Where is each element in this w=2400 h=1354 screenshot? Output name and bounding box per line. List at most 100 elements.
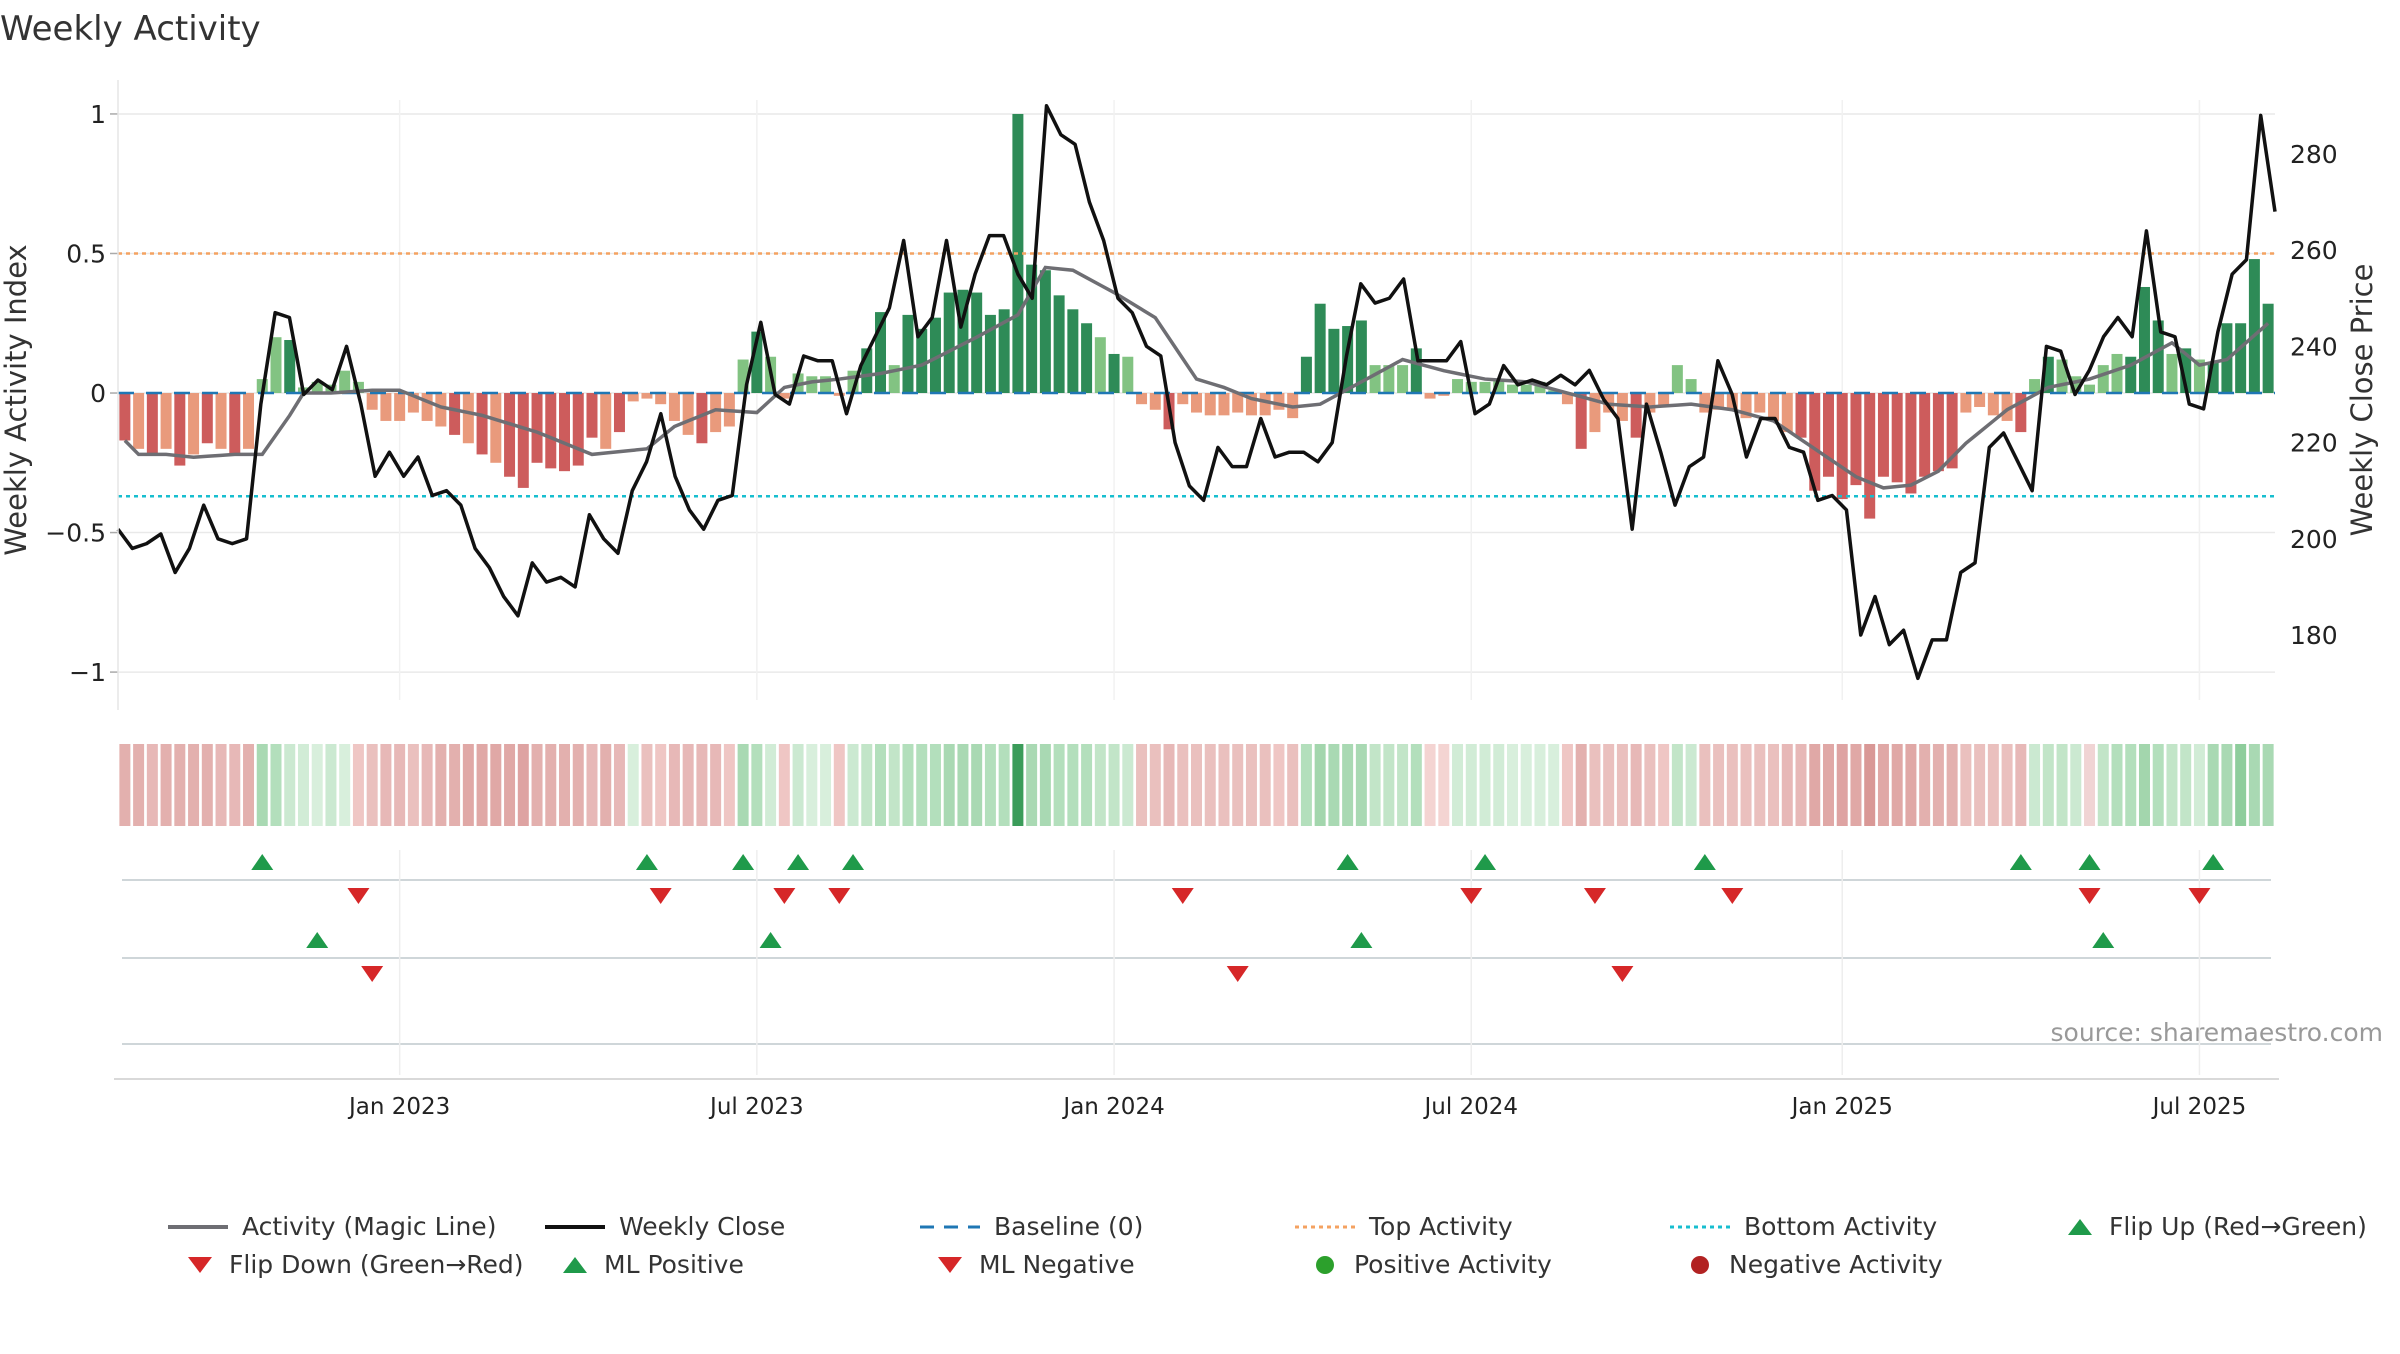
- heat-cell: [2015, 744, 2027, 826]
- heat-cell: [655, 744, 667, 826]
- activity-bar: [710, 393, 722, 433]
- flip-up-marker: [635, 854, 658, 870]
- heat-cell: [1465, 744, 1477, 826]
- activity-bar: [1864, 393, 1876, 519]
- triangle-up-green-icon: [563, 1256, 587, 1273]
- activity-bar: [1561, 393, 1573, 405]
- activity-bar: [2235, 323, 2247, 394]
- activity-bar: [1932, 393, 1944, 472]
- activity-bar: [1919, 393, 1931, 477]
- activity-bar: [1314, 303, 1326, 394]
- x-tick-label: Jan 2024: [1061, 1094, 1164, 1120]
- legend-label: Top Activity: [1369, 1212, 1513, 1241]
- heat-cell: [710, 744, 722, 826]
- y2-tick-label: 220: [2290, 429, 2338, 458]
- heat-cell: [490, 744, 502, 826]
- chart-title: Weekly Activity: [0, 9, 261, 49]
- activity-bar: [586, 393, 598, 438]
- activity-bar: [133, 393, 145, 449]
- line-solid-black-icon: [545, 1224, 605, 1229]
- legend-label: Baseline (0): [994, 1212, 1144, 1241]
- heat-cell: [476, 744, 488, 826]
- activity-bar: [394, 393, 406, 421]
- heat-cell: [545, 744, 557, 826]
- legend-label: Flip Down (Green→Red): [229, 1250, 524, 1279]
- activity-bar: [1122, 356, 1134, 394]
- activity-bar: [971, 292, 983, 394]
- activity-bar: [943, 292, 955, 394]
- heat-cell: [1342, 744, 1354, 826]
- heat-cell: [1960, 744, 1972, 826]
- activity-bar: [627, 393, 639, 402]
- flip-up-marker: [787, 854, 810, 870]
- activity-bar: [2166, 353, 2178, 394]
- y2-tick-label: 260: [2290, 236, 2338, 265]
- activity-bar: [1232, 393, 1244, 413]
- activity-bar: [1809, 393, 1821, 491]
- source-credit: source: sharemaestro.com: [2051, 1018, 2384, 1047]
- activity-bar: [531, 393, 543, 463]
- x-tick-label: Jan 2023: [347, 1094, 450, 1120]
- y2-tick-label: 180: [2290, 621, 2338, 650]
- activity-bar: [1658, 393, 1670, 407]
- heat-cell: [435, 744, 447, 826]
- activity-bar: [641, 393, 653, 399]
- heat-cell: [820, 744, 832, 826]
- heat-cell: [559, 744, 571, 826]
- heat-cell: [380, 744, 392, 826]
- activity-bar: [270, 337, 282, 394]
- activity-bar: [2097, 365, 2109, 394]
- signal-rows: [122, 850, 2271, 1075]
- activity-bar: [1850, 393, 1862, 486]
- activity-bar: [1383, 365, 1395, 394]
- y-tick-label: −1: [69, 658, 106, 687]
- heat-cell: [723, 744, 735, 826]
- activity-bar: [2042, 356, 2054, 394]
- flip-down-marker: [773, 888, 796, 904]
- activity-bar: [1136, 393, 1148, 405]
- heat-cell: [998, 744, 1010, 826]
- heat-cell: [1452, 744, 1464, 826]
- heat-cell: [1932, 744, 1944, 826]
- activity-bar: [1548, 390, 1560, 394]
- heat-cell: [1520, 744, 1532, 826]
- heat-cell: [1053, 744, 1065, 826]
- flip-up-marker: [842, 854, 865, 870]
- activity-bar: [751, 331, 763, 394]
- heat-cell: [1781, 744, 1793, 826]
- heat-cell: [1616, 744, 1628, 826]
- heat-cell: [517, 744, 529, 826]
- y-tick-label: 0: [90, 379, 106, 408]
- heat-cell: [1163, 744, 1175, 826]
- heat-cell: [984, 744, 996, 826]
- flip-down-marker: [2078, 888, 2101, 904]
- flip-up-marker: [1474, 854, 1497, 870]
- activity-bar: [1424, 393, 1436, 399]
- activity-bar: [504, 393, 516, 477]
- heat-cell: [1658, 744, 1670, 826]
- activity-bar: [174, 393, 186, 466]
- activity-bar: [1987, 393, 1999, 416]
- ml-positive-marker: [1350, 932, 1373, 948]
- weekly-close-series: [116, 104, 2277, 681]
- flip-down-marker: [828, 888, 851, 904]
- activity-bar: [1905, 393, 1917, 494]
- flip-down-marker: [1171, 888, 1194, 904]
- activity-bar: [875, 312, 887, 394]
- heat-cell: [1026, 744, 1038, 826]
- legend-item-flip-down: Flip Down (Green→Red): [185, 1250, 524, 1279]
- heat-cell: [696, 744, 708, 826]
- activity-bar: [1026, 264, 1038, 394]
- x-tick-label: Jan 2025: [1790, 1094, 1893, 1120]
- heat-cell: [751, 744, 763, 826]
- activity-bar: [339, 370, 351, 394]
- heat-cell: [2042, 744, 2054, 826]
- heat-cell: [1589, 744, 1601, 826]
- heat-cell: [613, 744, 625, 826]
- activity-bar: [1108, 353, 1120, 394]
- activity-bar: [1300, 356, 1312, 394]
- heat-cell: [394, 744, 406, 826]
- flip-up-marker: [2009, 854, 2032, 870]
- heat-cell: [1259, 744, 1271, 826]
- heat-cell: [311, 744, 323, 826]
